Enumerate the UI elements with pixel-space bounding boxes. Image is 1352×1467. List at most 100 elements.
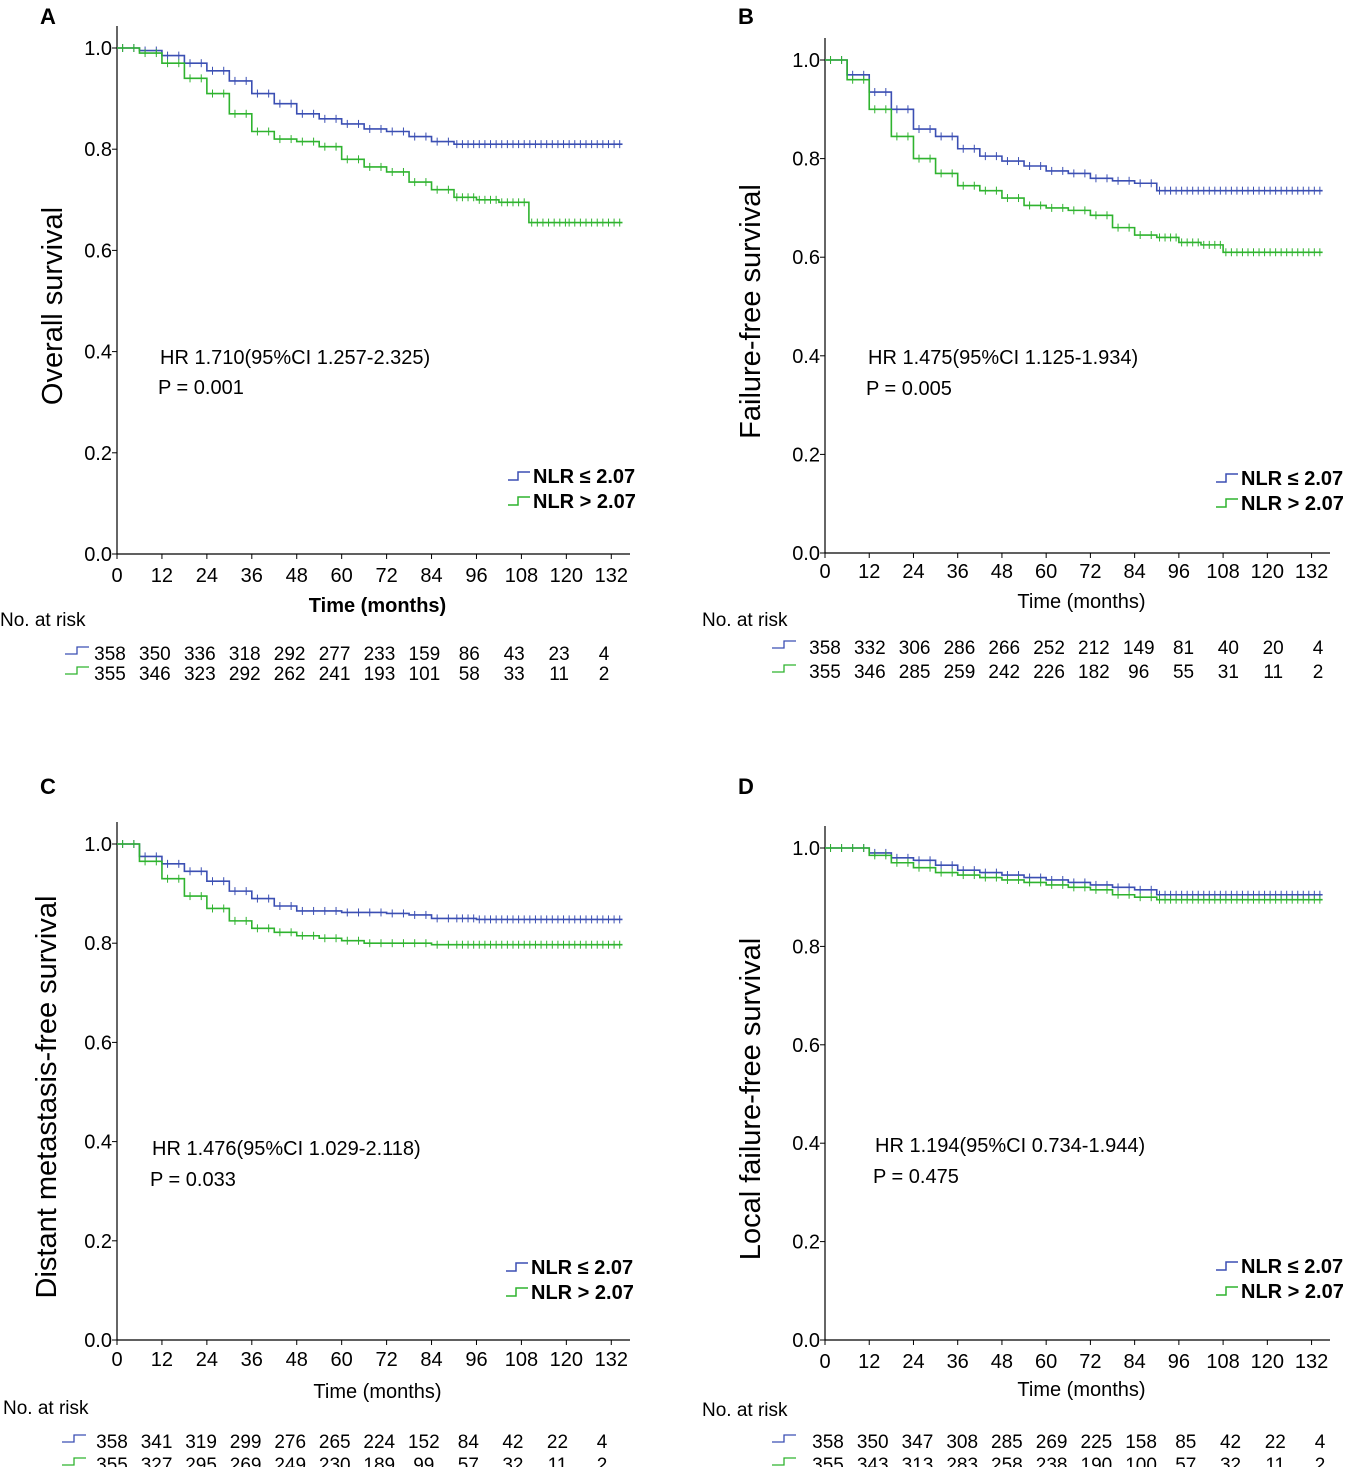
- risk-table: No. at risk 358 332 306 286 266 252 212 149 81 40 2…: [702, 610, 1324, 683]
- risk-row-low-swatch: [62, 1434, 86, 1443]
- risk-value-low: 277: [319, 644, 351, 665]
- x-tick-label: 120: [1251, 561, 1284, 583]
- y-tick-label: 0.8: [84, 933, 112, 955]
- x-axis-label: Time (months): [1017, 591, 1145, 613]
- risk-value-low: 22: [547, 1432, 568, 1453]
- legend-low-label: NLR ≤ 2.07: [531, 1257, 633, 1279]
- risk-row-high-swatch: [62, 1457, 86, 1466]
- y-tick-label: 1.0: [792, 50, 820, 72]
- y-tick-label: 0.6: [84, 240, 112, 262]
- high-nlr-curve: [825, 59, 1323, 254]
- panel-letter: A: [40, 4, 56, 29]
- x-tick-label: 12: [858, 561, 880, 583]
- x-tick-label: 132: [595, 565, 628, 587]
- risk-value-high: 2: [1315, 1455, 1326, 1467]
- y-tick-label: 1.0: [84, 834, 112, 856]
- risk-value-low: 43: [504, 644, 525, 665]
- x-tick-label: 132: [1295, 1351, 1328, 1373]
- risk-value-low: 358: [809, 638, 841, 659]
- risk-value-low: 42: [502, 1432, 523, 1453]
- risk-value-low: 152: [408, 1432, 440, 1453]
- x-tick-label: 36: [947, 1351, 969, 1373]
- x-tick-label: 60: [1035, 561, 1057, 583]
- risk-value-high: 343: [857, 1455, 889, 1467]
- legend-low-label: NLR ≤ 2.07: [1241, 1256, 1343, 1278]
- high-nlr-censor-marks: [830, 56, 1321, 257]
- panel-a: A 0.0 0.2 0.4 0.6 0.8 1.0 0 12 24 36 48 60 72 84 96 108 1…: [0, 4, 636, 685]
- risk-value-high: 238: [1036, 1455, 1068, 1467]
- hazard-ratio-text: HR 1.710(95%CI 1.257-2.325): [160, 347, 430, 369]
- y-axis-label: Distant metastasis-free survival: [31, 896, 63, 1299]
- risk-table-title: No. at risk: [0, 610, 86, 631]
- high-nlr-censor-marks: [122, 44, 621, 227]
- panel-c: C0.00.20.40.60.81.00 12 24 36 48 60 72 84 96 108 1…: [3, 774, 634, 1467]
- risk-value-high: 241: [319, 664, 351, 685]
- risk-value-low: 22: [1265, 1432, 1286, 1453]
- legend-high-swatch: [506, 1287, 528, 1297]
- low-nlr-curve: [825, 59, 1323, 192]
- legend-high-swatch: [508, 496, 530, 506]
- risk-value-low: 286: [944, 638, 976, 659]
- x-tick-label: 24: [196, 565, 218, 587]
- x-tick-label: 12: [858, 1351, 880, 1373]
- y-tick-label: 1.0: [792, 838, 820, 860]
- risk-value-high: 313: [902, 1455, 934, 1467]
- risk-value-high: 31: [1218, 662, 1239, 683]
- risk-value-high: 32: [502, 1455, 523, 1467]
- x-tick-label: 120: [1251, 1351, 1284, 1373]
- risk-value-high: 285: [899, 662, 931, 683]
- x-tick-label: 60: [331, 565, 353, 587]
- y-tick-label: 1.0: [84, 38, 112, 60]
- p-value-text: P = 0.033: [150, 1169, 236, 1191]
- risk-value-low: 4: [1313, 638, 1324, 659]
- x-tick-label: 60: [331, 1349, 353, 1371]
- x-tick-label: 96: [1168, 561, 1190, 583]
- risk-value-high: 327: [141, 1455, 173, 1467]
- risk-value-high: 2: [1313, 662, 1324, 683]
- risk-row-high-swatch: [772, 1457, 796, 1466]
- risk-value-high: 96: [1128, 662, 1149, 683]
- high-nlr-curve: [117, 843, 623, 946]
- x-tick-label: 0: [819, 561, 830, 583]
- legend-low-swatch: [506, 1262, 528, 1272]
- high-nlr-censor-marks: [122, 840, 621, 949]
- x-tick-label: 96: [1168, 1351, 1190, 1373]
- hazard-ratio-text: HR 1.194(95%CI 0.734-1.944): [875, 1135, 1145, 1157]
- low-nlr-censor-marks: [122, 840, 621, 924]
- risk-row-low-swatch: [65, 646, 89, 655]
- x-tick-label: 84: [420, 565, 442, 587]
- risk-row-high-swatch: [772, 664, 796, 673]
- risk-value-high: 249: [274, 1455, 306, 1467]
- risk-value-low: 308: [946, 1432, 978, 1453]
- x-tick-label: 108: [505, 1349, 538, 1371]
- y-tick-label: 0.4: [792, 346, 820, 368]
- risk-value-low: 341: [141, 1432, 173, 1453]
- risk-table-title: No. at risk: [702, 610, 788, 631]
- legend-high-label: NLR > 2.07: [1241, 493, 1344, 515]
- x-tick-label: 84: [1124, 561, 1146, 583]
- risk-value-high: 189: [363, 1455, 395, 1467]
- risk-value-low: 347: [902, 1432, 934, 1453]
- risk-value-high: 259: [944, 662, 976, 683]
- risk-value-high: 182: [1078, 662, 1110, 683]
- risk-value-high: 57: [1175, 1455, 1196, 1467]
- x-tick-label: 96: [465, 1349, 487, 1371]
- y-tick-label: 0.4: [84, 342, 112, 364]
- y-tick-label: 0.2: [792, 1232, 820, 1254]
- risk-value-low: 86: [459, 644, 480, 665]
- risk-value-high: 258: [991, 1455, 1023, 1467]
- risk-value-high: 226: [1033, 662, 1065, 683]
- x-tick-label: 0: [111, 565, 122, 587]
- panel-letter: B: [738, 4, 754, 29]
- y-tick-label: 0.0: [84, 544, 112, 566]
- risk-value-high: 100: [1125, 1455, 1157, 1467]
- x-tick-label: 84: [1124, 1351, 1146, 1373]
- x-tick-label: 48: [286, 1349, 308, 1371]
- risk-value-low: 159: [409, 644, 441, 665]
- legend: NLR ≤ 2.07 NLR > 2.07: [1216, 1256, 1344, 1303]
- risk-value-high: 58: [459, 664, 480, 685]
- x-tick-label: 60: [1035, 1351, 1057, 1373]
